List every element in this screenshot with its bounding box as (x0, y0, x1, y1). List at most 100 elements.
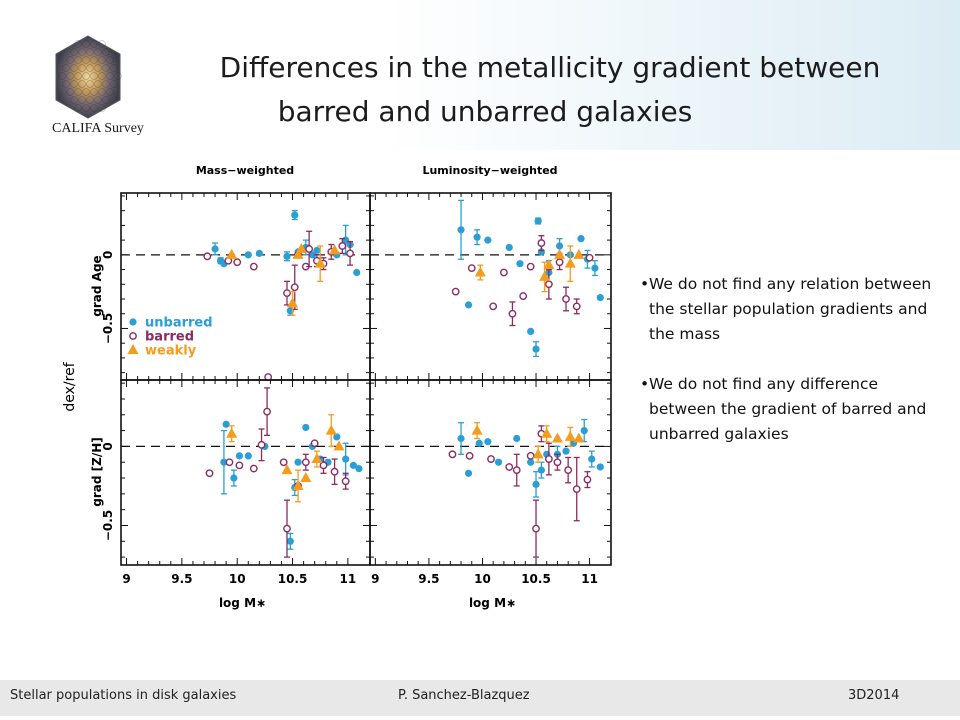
legend-marker-weakly (127, 344, 139, 354)
row-ylabel-age: grad Age (90, 255, 104, 316)
point-weakly (564, 257, 576, 268)
point-barred (279, 458, 288, 467)
point-unbarred (532, 480, 540, 488)
point-barred (499, 268, 508, 277)
point-unbarred (464, 301, 473, 309)
point-weakly (314, 257, 326, 268)
x-tick-label: 10.5 (278, 572, 308, 586)
point-unbarred (484, 438, 492, 446)
point-weakly (573, 248, 585, 259)
legend-marker-barred (129, 332, 137, 340)
point-unbarred (473, 233, 481, 241)
point-weakly (226, 248, 238, 259)
x-tick-label: 9 (122, 572, 130, 586)
point-unbarred (457, 226, 465, 234)
point-unbarred (527, 327, 535, 336)
point-unbarred (308, 251, 317, 259)
point-barred (346, 249, 354, 258)
legend-label-barred: barred (145, 330, 194, 345)
point-barred (526, 451, 535, 460)
point-barred (235, 461, 244, 470)
panel-luminosity-weighted-metallicity: 9 9.5 10 10.5 11 log M∗ (369, 379, 612, 610)
legend-label-weakly: weakly (145, 344, 197, 359)
point-unbarred (505, 243, 513, 252)
panel-luminosity-weighted-age (369, 192, 612, 381)
point-weakly (292, 248, 304, 259)
x-axis-label: log M∗ (219, 596, 266, 610)
point-barred (283, 289, 291, 298)
column-title-luminosity: Luminosity−weighted (422, 164, 557, 177)
point-barred (330, 467, 339, 476)
califa-logo-icon (55, 35, 122, 119)
point-unbarred (291, 211, 299, 219)
point-unbarred (534, 217, 542, 225)
column-title-mass: Mass−weighted (196, 164, 294, 177)
panel-frame (369, 379, 612, 566)
footer: Stellar populations in disk galaxies P. … (0, 680, 960, 716)
point-unbarred (353, 268, 361, 277)
point-weakly (474, 266, 486, 277)
point-unbarred (220, 458, 228, 466)
point-barred (585, 253, 594, 262)
point-barred (467, 264, 476, 272)
point-unbarred (562, 447, 570, 455)
point-weakly (295, 242, 307, 253)
point-unbarred (255, 249, 263, 257)
point-unbarred (532, 345, 540, 353)
point-barred (301, 458, 310, 467)
x-axis-label: log M∗ (469, 596, 516, 610)
point-barred (257, 440, 266, 449)
point-weakly (554, 248, 566, 259)
point-barred (249, 262, 258, 271)
point-unbarred (349, 461, 357, 469)
point-weakly (564, 430, 576, 441)
point-barred (305, 245, 314, 253)
y-tick-label: 0 (101, 251, 115, 259)
point-barred (583, 475, 592, 484)
panel-mass-weighted-age: 0 −0.5 (101, 192, 371, 381)
point-unbarred (596, 463, 604, 471)
point-weakly (292, 479, 304, 490)
x-tick-label: 11 (581, 572, 598, 586)
shared-ylabel: dex/ref (62, 361, 78, 411)
footer-left: Stellar populations in disk galaxies (10, 688, 237, 703)
bullet-list: We do not find any relation between the … (640, 272, 940, 472)
legend-marker-unbarred (129, 318, 137, 326)
point-weakly (551, 432, 563, 443)
point-weakly (287, 297, 299, 308)
point-barred (553, 458, 562, 467)
point-barred (526, 262, 535, 271)
point-unbarred (313, 246, 321, 255)
point-barred (233, 258, 242, 267)
point-weakly (573, 432, 585, 443)
point-unbarred (302, 423, 310, 432)
point-barred (544, 455, 553, 463)
point-unbarred (211, 245, 219, 253)
point-unbarred (555, 242, 564, 250)
x-tick-label: 10 (474, 572, 491, 586)
point-barred (225, 458, 234, 467)
point-unbarred (513, 434, 521, 443)
point-barred (508, 309, 517, 318)
logo-text: CALIFA Survey (52, 121, 144, 136)
point-barred (283, 524, 291, 533)
x-tick-label: 9.5 (418, 572, 439, 586)
point-weakly (226, 427, 238, 438)
point-unbarred (222, 420, 230, 428)
point-unbarred (230, 474, 238, 482)
point-unbarred (588, 455, 596, 463)
point-unbarred (342, 455, 350, 463)
panel-frame (369, 192, 612, 381)
point-barred (519, 292, 528, 300)
point-weakly (541, 427, 553, 438)
point-barred (203, 252, 212, 261)
point-weakly (471, 424, 483, 435)
point-unbarred (596, 293, 604, 302)
point-barred (564, 466, 573, 475)
point-barred (512, 466, 521, 475)
point-barred (487, 455, 495, 463)
point-unbarred (294, 458, 302, 466)
point-unbarred (235, 452, 244, 460)
legend-label-unbarred: unbarred (145, 316, 213, 331)
point-weakly (539, 270, 551, 281)
